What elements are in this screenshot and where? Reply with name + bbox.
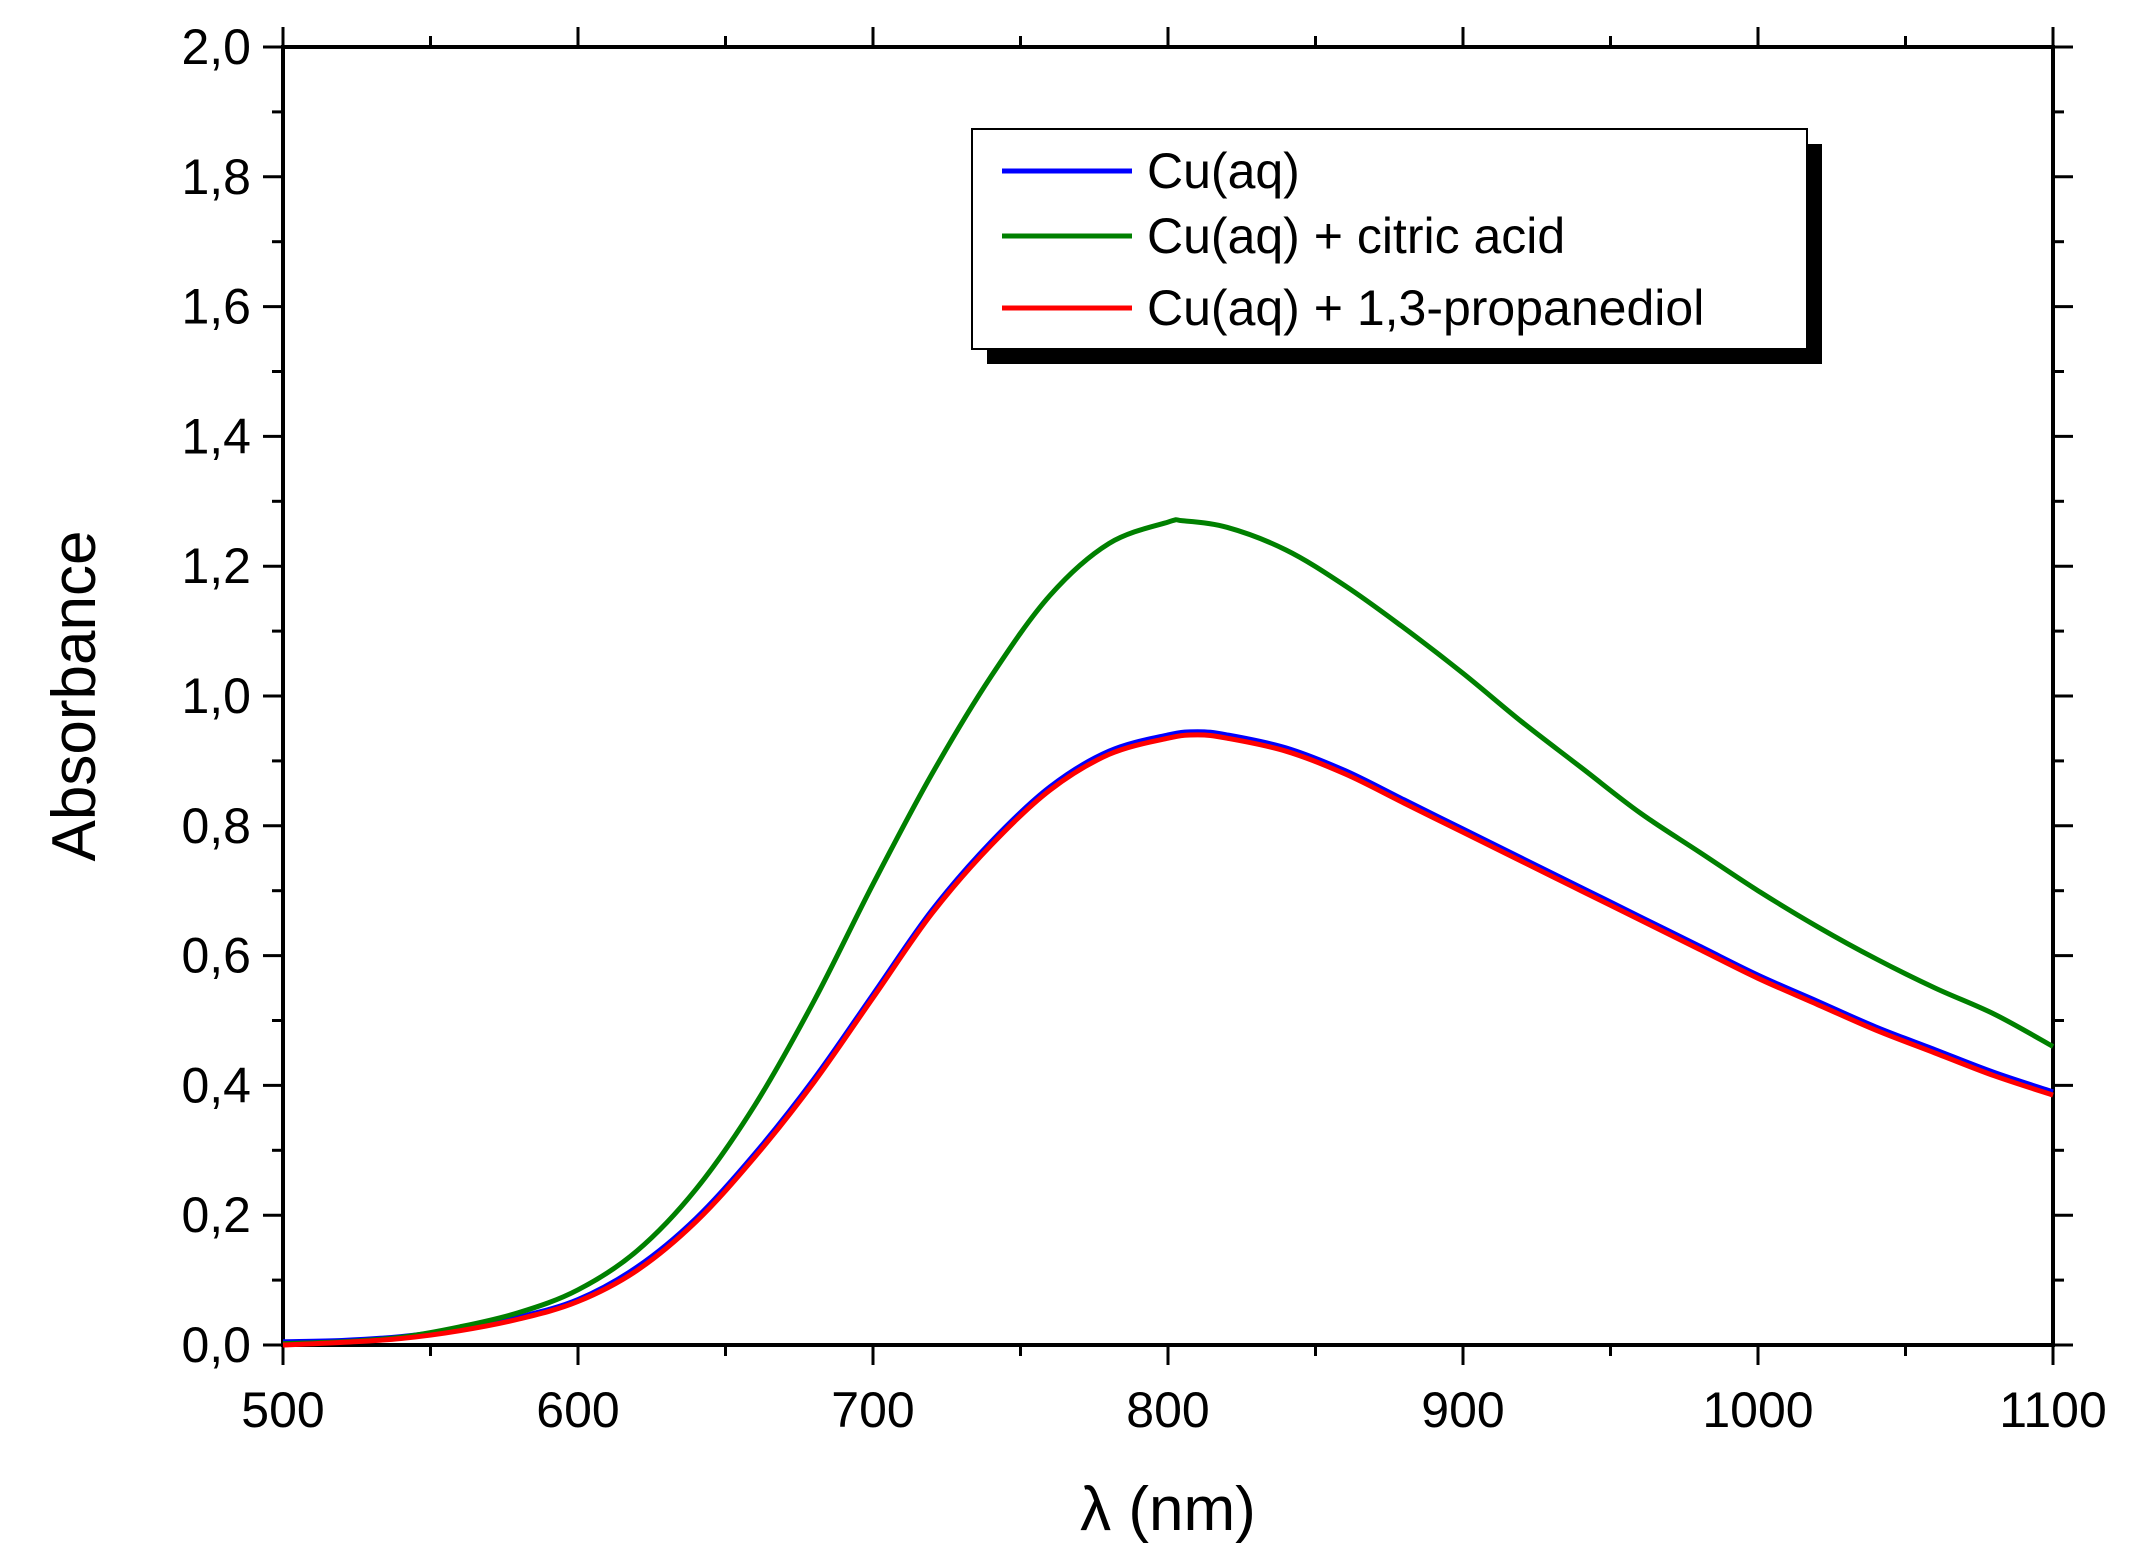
x-axis-title: λ (nm) [1080,1475,1256,1544]
legend-box [971,128,1808,350]
y-tick-label: 1,6 [181,279,251,335]
series-line-cu-aq-citric-acid [282,517,2055,1347]
y-axis-title: Absorbance [40,531,109,862]
legend-label-cu-aq: Cu(aq) [1147,143,1300,199]
x-tick-label: 600 [536,1382,619,1438]
legend: Cu(aq) Cu(aq) + citric acid Cu(aq) + 1,3-p… [971,128,1822,364]
x-tick-label: 700 [831,1382,914,1438]
y-tick-label: 0,4 [181,1057,251,1113]
legend-label-cu-aq-1-3-propanediol: Cu(aq) + 1,3-propanediol [1147,280,1704,336]
y-tick-label: 1,2 [181,538,251,594]
x-tick-label: 900 [1421,1382,1504,1438]
series-line-cu-aq-1-3-propanediol [282,732,2054,1348]
y-tick-label: 1,0 [181,668,251,724]
y-tick-label: 1,4 [181,408,251,464]
y-tick-label: 2,0 [181,19,251,75]
x-tick-label: 1000 [1702,1382,1813,1438]
series-lines [282,517,2055,1348]
y-tick-label: 0,8 [181,798,251,854]
x-tick-label: 800 [1126,1382,1209,1438]
axis-tick-labels: 500 600 700 800 900 1000 1100 0,0 0,2 0,4 0,6 0,8 1,… [181,19,2106,1438]
legend-label-cu-aq-citric-acid: Cu(aq) + citric acid [1147,208,1565,264]
y-tick-label: 0,6 [181,928,251,984]
y-tick-label: 1,8 [181,149,251,205]
x-tick-label: 1100 [1999,1382,2107,1438]
y-tick-label: 0,0 [181,1317,251,1373]
y-tick-label: 0,2 [181,1187,251,1243]
axis-ticks [263,27,2073,1365]
x-tick-label: 500 [241,1382,324,1438]
